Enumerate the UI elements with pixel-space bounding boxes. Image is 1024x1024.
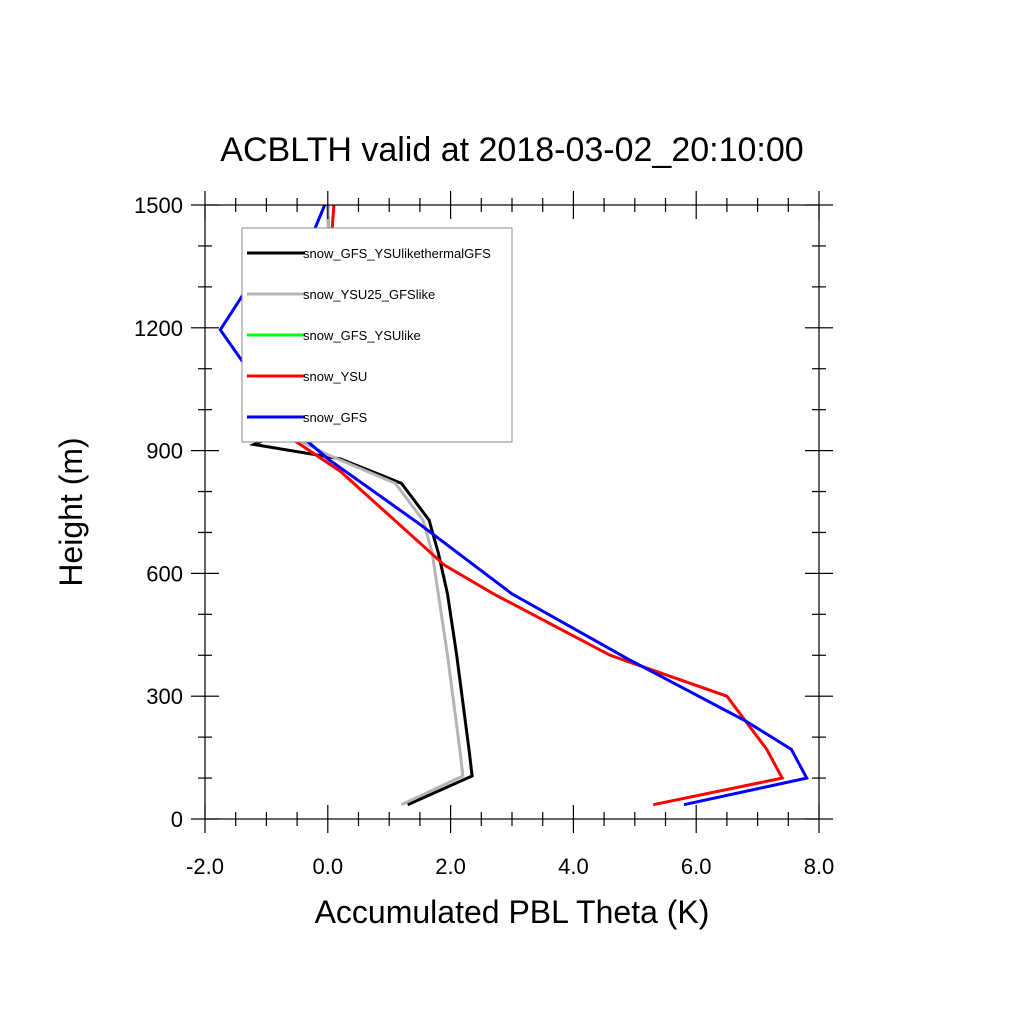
- y-tick-label: 900: [146, 439, 183, 464]
- x-tick-label: 4.0: [558, 854, 589, 879]
- x-tick-label: 8.0: [804, 854, 835, 879]
- y-tick-label: 0: [171, 807, 183, 832]
- legend-label: snow_GFS_YSUlike: [303, 328, 421, 343]
- legend-label: snow_YSU25_GFSlike: [303, 287, 435, 302]
- legend-label: snow_YSU: [303, 369, 367, 384]
- legend: snow_GFS_YSUlikethermalGFS snow_YSU25_GFS…: [241, 227, 513, 443]
- legend-items: snow_GFS_YSUlikethermalGFS snow_YSU25_GFS…: [247, 246, 491, 425]
- y-tick-label: 600: [146, 561, 183, 586]
- x-tick-label: 6.0: [681, 854, 712, 879]
- axis-tick-labels: -2.0 0.0 2.0 4.0 6.0 8.0 0 300 600 900 1200 1500: [134, 193, 834, 879]
- legend-label: snow_GFS: [303, 410, 368, 425]
- x-tick-label: 0.0: [313, 854, 344, 879]
- chart-title: ACBLTH valid at 2018-03-02_20:10:00: [220, 131, 803, 169]
- y-tick-label: 1500: [134, 193, 183, 218]
- legend-label: snow_GFS_YSUlikethermalGFS: [303, 246, 491, 261]
- x-tick-label: -2.0: [186, 854, 224, 879]
- x-tick-label: 2.0: [435, 854, 466, 879]
- y-tick-label: 300: [146, 684, 183, 709]
- axis-ticks: [191, 191, 833, 833]
- y-axis-label: Height (m): [53, 437, 89, 586]
- x-axis-label: Accumulated PBL Theta (K): [315, 894, 710, 930]
- y-tick-label: 1200: [134, 316, 183, 341]
